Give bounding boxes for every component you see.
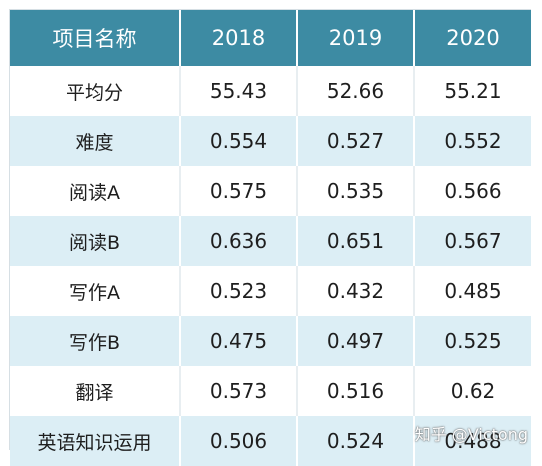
table-row: 难度 0.554 0.527 0.552 xyxy=(10,116,531,166)
row-label: 英语知识运用 xyxy=(10,416,181,466)
cell-value: 0.516 xyxy=(297,366,415,416)
row-label: 写作A xyxy=(10,266,181,316)
row-label: 写作B xyxy=(10,316,181,366)
cell-value: 0.475 xyxy=(180,316,298,366)
cell-value: 0.573 xyxy=(180,366,298,416)
watermark: 知乎 @Victong xyxy=(414,425,528,444)
row-label: 阅读A xyxy=(10,166,181,216)
table-body: 平均分 55.43 52.66 55.21 难度 0.554 0.527 0.5… xyxy=(10,66,531,466)
table-row: 阅读A 0.575 0.535 0.566 xyxy=(10,166,531,216)
score-table: 项目名称 2018 2019 2020 平均分 55.43 52.66 55.2… xyxy=(10,10,531,466)
header-item-name: 项目名称 xyxy=(10,10,181,66)
row-label: 阅读B xyxy=(10,216,181,266)
cell-value: 0.497 xyxy=(297,316,415,366)
cell-value: 0.488 xyxy=(414,416,531,466)
row-label: 翻译 xyxy=(10,366,181,416)
cell-value: 0.567 xyxy=(414,216,531,266)
header-year-2020: 2020 xyxy=(414,10,531,66)
cell-value: 0.535 xyxy=(297,166,415,216)
table-row: 英语知识运用 0.506 0.524 0.488 xyxy=(10,416,531,466)
cell-value: 55.21 xyxy=(414,66,531,116)
table-row: 写作B 0.475 0.497 0.525 xyxy=(10,316,531,366)
header-row: 项目名称 2018 2019 2020 xyxy=(10,10,531,66)
cell-value: 0.524 xyxy=(297,416,415,466)
cell-value: 0.552 xyxy=(414,116,531,166)
table-row: 平均分 55.43 52.66 55.21 xyxy=(10,66,531,116)
header-year-2018: 2018 xyxy=(180,10,298,66)
table-row: 翻译 0.573 0.516 0.62 xyxy=(10,366,531,416)
cell-value: 55.43 xyxy=(180,66,298,116)
cell-value: 0.651 xyxy=(297,216,415,266)
header-year-2019: 2019 xyxy=(297,10,415,66)
cell-value: 0.636 xyxy=(180,216,298,266)
score-table-container: 项目名称 2018 2019 2020 平均分 55.43 52.66 55.2… xyxy=(9,9,531,466)
cell-value: 52.66 xyxy=(297,66,415,116)
table-row: 写作A 0.523 0.432 0.485 xyxy=(10,266,531,316)
cell-value: 0.554 xyxy=(180,116,298,166)
table-header: 项目名称 2018 2019 2020 xyxy=(10,10,531,66)
row-label: 平均分 xyxy=(10,66,181,116)
cell-value: 0.566 xyxy=(414,166,531,216)
cell-value: 0.523 xyxy=(180,266,298,316)
table-row: 阅读B 0.636 0.651 0.567 xyxy=(10,216,531,266)
cell-value: 0.485 xyxy=(414,266,531,316)
cell-value: 0.525 xyxy=(414,316,531,366)
row-label: 难度 xyxy=(10,116,181,166)
cell-value: 0.506 xyxy=(180,416,298,466)
cell-value: 0.62 xyxy=(414,366,531,416)
cell-value: 0.575 xyxy=(180,166,298,216)
cell-value: 0.527 xyxy=(297,116,415,166)
cell-value: 0.432 xyxy=(297,266,415,316)
